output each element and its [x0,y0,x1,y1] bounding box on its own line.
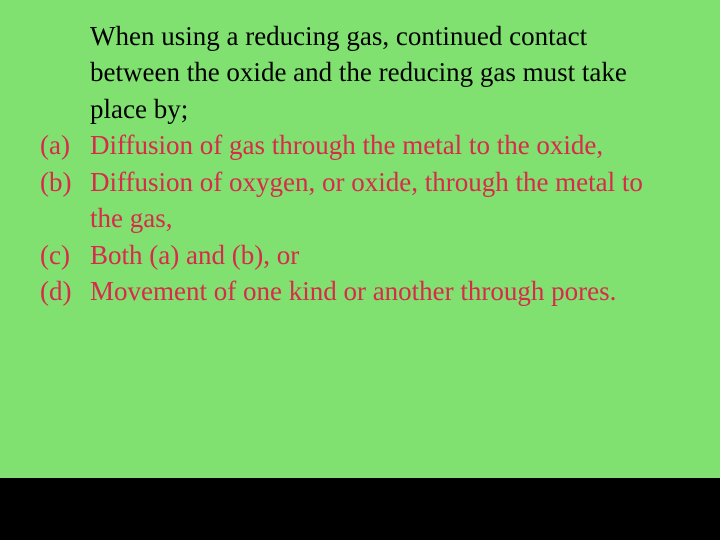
options-list: (a) Diffusion of gas through the metal t… [40,127,680,309]
option-b: (b) Diffusion of oxygen, or oxide, throu… [40,164,680,237]
option-marker: (a) [40,127,90,163]
option-a: (a) Diffusion of gas through the metal t… [40,127,680,163]
option-text: Both (a) and (b), or [90,237,680,273]
option-marker: (d) [40,273,90,309]
slide: When using a reducing gas, continued con… [0,0,720,478]
option-text: Diffusion of oxygen, or oxide, through t… [90,164,680,237]
option-text: Diffusion of gas through the metal to th… [90,127,680,163]
option-c: (c) Both (a) and (b), or [40,237,680,273]
option-marker: (b) [40,164,90,237]
option-marker: (c) [40,237,90,273]
option-d: (d) Movement of one kind or another thro… [40,273,680,309]
option-text: Movement of one kind or another through … [90,273,680,309]
intro-text: When using a reducing gas, continued con… [90,18,680,127]
